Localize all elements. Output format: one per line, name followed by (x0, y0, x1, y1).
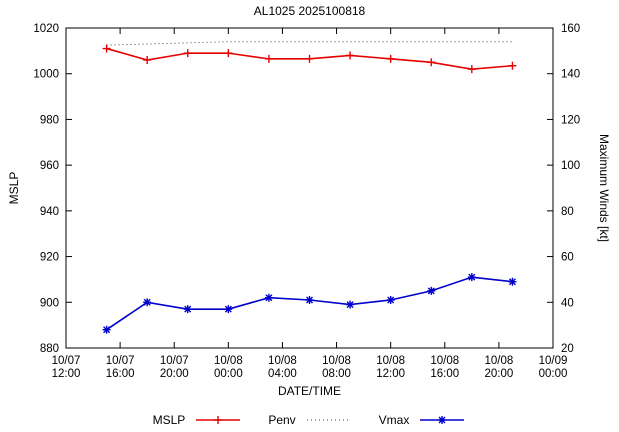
y-tick-left: 980 (40, 114, 59, 126)
y-tick-left: 900 (40, 297, 59, 309)
x-tick-date: 10/08 (484, 355, 513, 367)
y-tick-right: 120 (561, 114, 580, 126)
legend-label-vmax: Vmax (378, 413, 410, 427)
x-tick-time: 08:00 (322, 368, 351, 380)
y-tick-left: 880 (40, 343, 59, 355)
x-tick-date: 10/08 (268, 355, 297, 367)
x-tick-time: 16:00 (430, 368, 459, 380)
y-tick-left: 960 (40, 160, 59, 172)
y-tick-left: 1000 (33, 69, 59, 81)
x-tick-time: 12:00 (52, 368, 81, 380)
y-tick-left: 940 (40, 206, 59, 218)
y-tick-right: 40 (561, 297, 574, 309)
x-tick-time: 00:00 (214, 368, 243, 380)
series-vmax (102, 273, 517, 334)
y-tick-right: 80 (561, 206, 574, 218)
y-tick-left: 920 (40, 252, 59, 264)
x-tick-date: 10/07 (52, 355, 81, 367)
x-tick-date: 10/07 (160, 355, 189, 367)
x-axis-label: DATE/TIME (277, 384, 342, 398)
y-axis-label-right: Maximum Winds [kt] (597, 133, 611, 243)
legend-sample-mslp-line (196, 416, 241, 424)
x-tick-time: 04:00 (268, 368, 297, 380)
y-tick-left: 1020 (33, 23, 59, 35)
x-tick-time: 00:00 (539, 368, 568, 380)
legend-item-penv: Penv (268, 413, 352, 427)
x-tick-date: 10/07 (106, 355, 135, 367)
legend-item-mslp: MSLP (153, 413, 243, 427)
y-tick-right: 100 (561, 160, 580, 172)
chart-title: AL1025 2025100818 (253, 4, 366, 18)
x-tick-date: 10/08 (430, 355, 459, 367)
series-penv (106, 41, 513, 46)
plot-border (65, 27, 554, 349)
legend-sample-penv-line (306, 419, 351, 421)
x-tick-date: 10/09 (539, 355, 568, 367)
y-tick-right: 20 (561, 343, 574, 355)
legend-label-penv: Penv (268, 413, 296, 427)
x-tick-time: 20:00 (160, 368, 189, 380)
y-tick-right: 140 (561, 69, 580, 81)
series-mslp (102, 44, 517, 74)
legend-label-mslp: MSLP (152, 413, 186, 427)
x-tick-time: 16:00 (106, 368, 135, 380)
x-tick-time: 12:00 (376, 368, 405, 380)
legend: MSLP Penv Vmax (0, 413, 619, 427)
legend-item-vmax: Vmax (379, 413, 467, 427)
x-tick-date: 10/08 (214, 355, 243, 367)
y-tick-right: 160 (561, 23, 580, 35)
y-axis-label-left: MSLP (7, 171, 21, 205)
x-tick-time: 20:00 (484, 368, 513, 380)
x-tick-date: 10/08 (376, 355, 405, 367)
x-tick-date: 10/08 (322, 355, 351, 367)
y-tick-right: 60 (561, 252, 574, 264)
legend-sample-vmax-line (420, 416, 465, 424)
